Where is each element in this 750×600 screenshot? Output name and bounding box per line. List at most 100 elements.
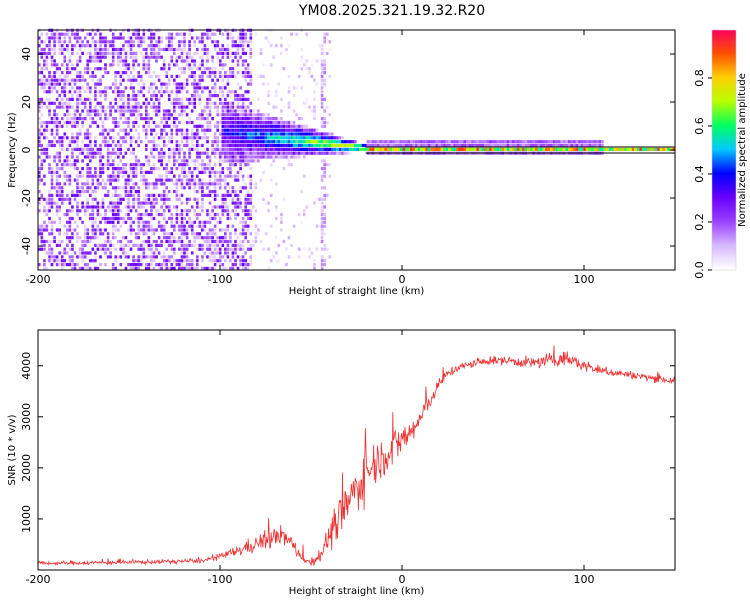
spectrogram-cell [333,147,337,151]
spectrogram-cell [244,228,247,232]
spectrogram-cell [48,74,51,78]
spectrogram-cell [127,209,130,213]
spectrogram-cell [137,224,140,228]
spectrogram-cell [89,97,92,101]
spectrogram-cell [83,97,87,101]
spectrogram-cell [310,251,314,255]
spectrogram-cell [180,67,184,71]
spectrogram-cell [94,167,97,171]
spectrogram-cell [320,159,324,163]
spectrogram-cell [241,32,245,36]
spectrogram-cell [157,105,161,109]
spectrogram-cell [68,90,72,94]
spectrogram-cell [73,36,77,40]
spectrogram-cell [280,120,283,125]
spectrogram-cell [45,82,49,86]
spectrogram-cell [249,213,253,217]
spectrogram-cell [86,67,89,71]
spectrogram-cell [201,74,204,78]
spectrogram-cell [99,159,102,163]
spectrogram-cell [160,255,163,259]
spectrogram-cell [81,259,84,263]
spectrogram-cell [94,243,97,247]
spectrogram-cell [91,109,95,113]
spectrogram-cell [38,247,41,251]
spectrogram-cell [537,140,540,144]
spectrogram-cell [132,120,135,125]
spectrogram-cell [180,186,184,190]
spectrogram-cell [244,151,247,155]
spectrogram-cell [180,132,184,136]
spectrogram-cell [165,232,168,236]
spectrogram-cell [249,74,253,78]
spectrogram-cell [122,78,125,82]
spectrogram-cell [241,94,245,98]
spectrogram-cell [208,255,212,259]
spectrogram-cell [241,47,245,52]
spectrogram-cell [290,124,293,128]
spectrogram-cell [430,143,433,148]
spectrogram-cell [303,140,306,144]
spectrogram-cell [175,74,179,78]
spectrogram-cell [198,178,202,182]
spectrogram-cell [193,266,196,270]
spectrogram-cell [562,147,566,151]
spectrogram-cell [249,182,253,186]
spectrogram-cell [53,71,56,75]
spectrogram-cell [259,155,263,159]
spectrogram-cell [78,174,82,178]
spectrogram-cell [517,147,520,151]
spectrogram-cell [122,47,125,52]
spectrogram-cell [129,105,133,109]
spectrogram-cell [94,55,97,59]
spectrogram-cell [501,143,505,148]
spectrogram-cell [129,55,133,59]
spectrogram-cell [142,228,146,232]
spectrogram-cell [83,239,87,244]
spectrogram-cell [201,220,204,224]
spectrogram-cell [305,151,309,155]
spectrogram-cell [180,243,184,247]
spectrogram-cell [547,147,551,151]
spectrogram-cell [160,136,163,140]
spectrogram-cell [226,216,230,221]
spectrogram-cell [101,186,105,190]
spectrogram-cell [328,255,332,259]
spectrogram-cell [134,167,138,171]
spectrogram-cell [173,205,176,209]
spectrogram-cell [218,155,222,159]
spectrogram-cell [376,140,380,144]
spectrogram-cell [196,266,199,270]
spectrogram-cell [221,193,225,197]
spectrogram-cell [213,259,217,263]
spectrogram-cell [206,113,209,117]
spectrogram-cell [132,40,135,44]
spectrogram-cell [114,47,117,52]
spectrogram-cell [81,40,84,44]
spectrogram-cell [50,224,54,228]
spectrogram-cell [66,209,69,213]
spectrogram-cell [83,228,87,232]
spectrogram-cell [387,147,390,151]
spectrogram-cell [193,190,196,194]
spectrogram-cell [81,159,84,163]
spectrogram-cell [132,151,135,155]
spectrogram-cell [119,74,123,78]
spectrogram-cell [55,182,59,186]
spectrogram-cell [183,163,186,167]
spectrogram-cell [40,147,44,151]
spectrogram-cell [183,32,186,36]
spectrogram-cell [239,205,242,209]
spectrogram-cell [155,247,158,251]
spectrogram-cell [94,47,97,52]
spectrogram-cell [555,147,558,151]
spectrogram-cell [287,147,291,151]
spectrogram-cell [48,36,51,40]
colorbar-segment [712,148,736,151]
spectrogram-cell [132,259,135,263]
spectrogram-cell [308,71,311,75]
spectrogram-cell [328,163,332,167]
spectrogram-cell [315,143,319,148]
colorbar-segment [712,190,736,193]
spectrogram-cell [188,51,191,55]
